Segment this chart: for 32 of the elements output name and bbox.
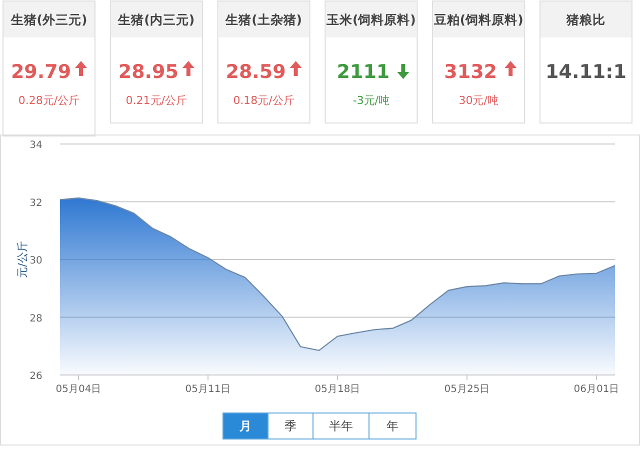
text: 3132 (444, 61, 498, 83)
text: 14.11:1 (546, 61, 626, 83)
text: 月 (238, 419, 252, 433)
category-label: 猪粮比 (566, 12, 606, 27)
category-label: 生猪(土杂猪) (224, 12, 302, 27)
x-tick-label: 05月25日 (444, 384, 490, 395)
y-tick-label: 32 (30, 198, 42, 209)
category-label: 生猪(内三元) (117, 12, 195, 27)
text: 年 (386, 419, 398, 433)
category-label: 玉米(饲料原料) (325, 12, 416, 27)
text: 季 (284, 419, 296, 433)
text: 28.59 (226, 61, 286, 83)
text: -3元/吨 (352, 94, 390, 107)
x-tick-label: 06月01日 (574, 384, 620, 395)
text: 半年 (329, 419, 353, 433)
y-tick-label: 26 (30, 371, 42, 382)
text: 28.95 (118, 61, 178, 83)
x-tick-label: 05月11日 (185, 384, 231, 395)
y-tick-label: 30 (30, 256, 42, 266)
y-tick-label: 28 (30, 313, 42, 324)
category-label: 生猪(外三元) (10, 12, 88, 27)
y-tick-label: 34 (30, 140, 42, 151)
text: 2111 (336, 61, 390, 83)
category-label: 豆粕(饲料原料) (432, 12, 524, 27)
text: 0.21元/公斤 (126, 94, 187, 107)
text: 30元/吨 (458, 94, 498, 107)
text: 0.18元/公斤 (233, 94, 294, 107)
text: 29.79 (10, 61, 72, 83)
x-tick-label: 05月04日 (56, 384, 102, 395)
x-tick-label: 05月18日 (314, 384, 360, 395)
text: 0.28元/公斤 (18, 94, 80, 107)
y-axis-title: 元/公斤 (16, 241, 29, 278)
